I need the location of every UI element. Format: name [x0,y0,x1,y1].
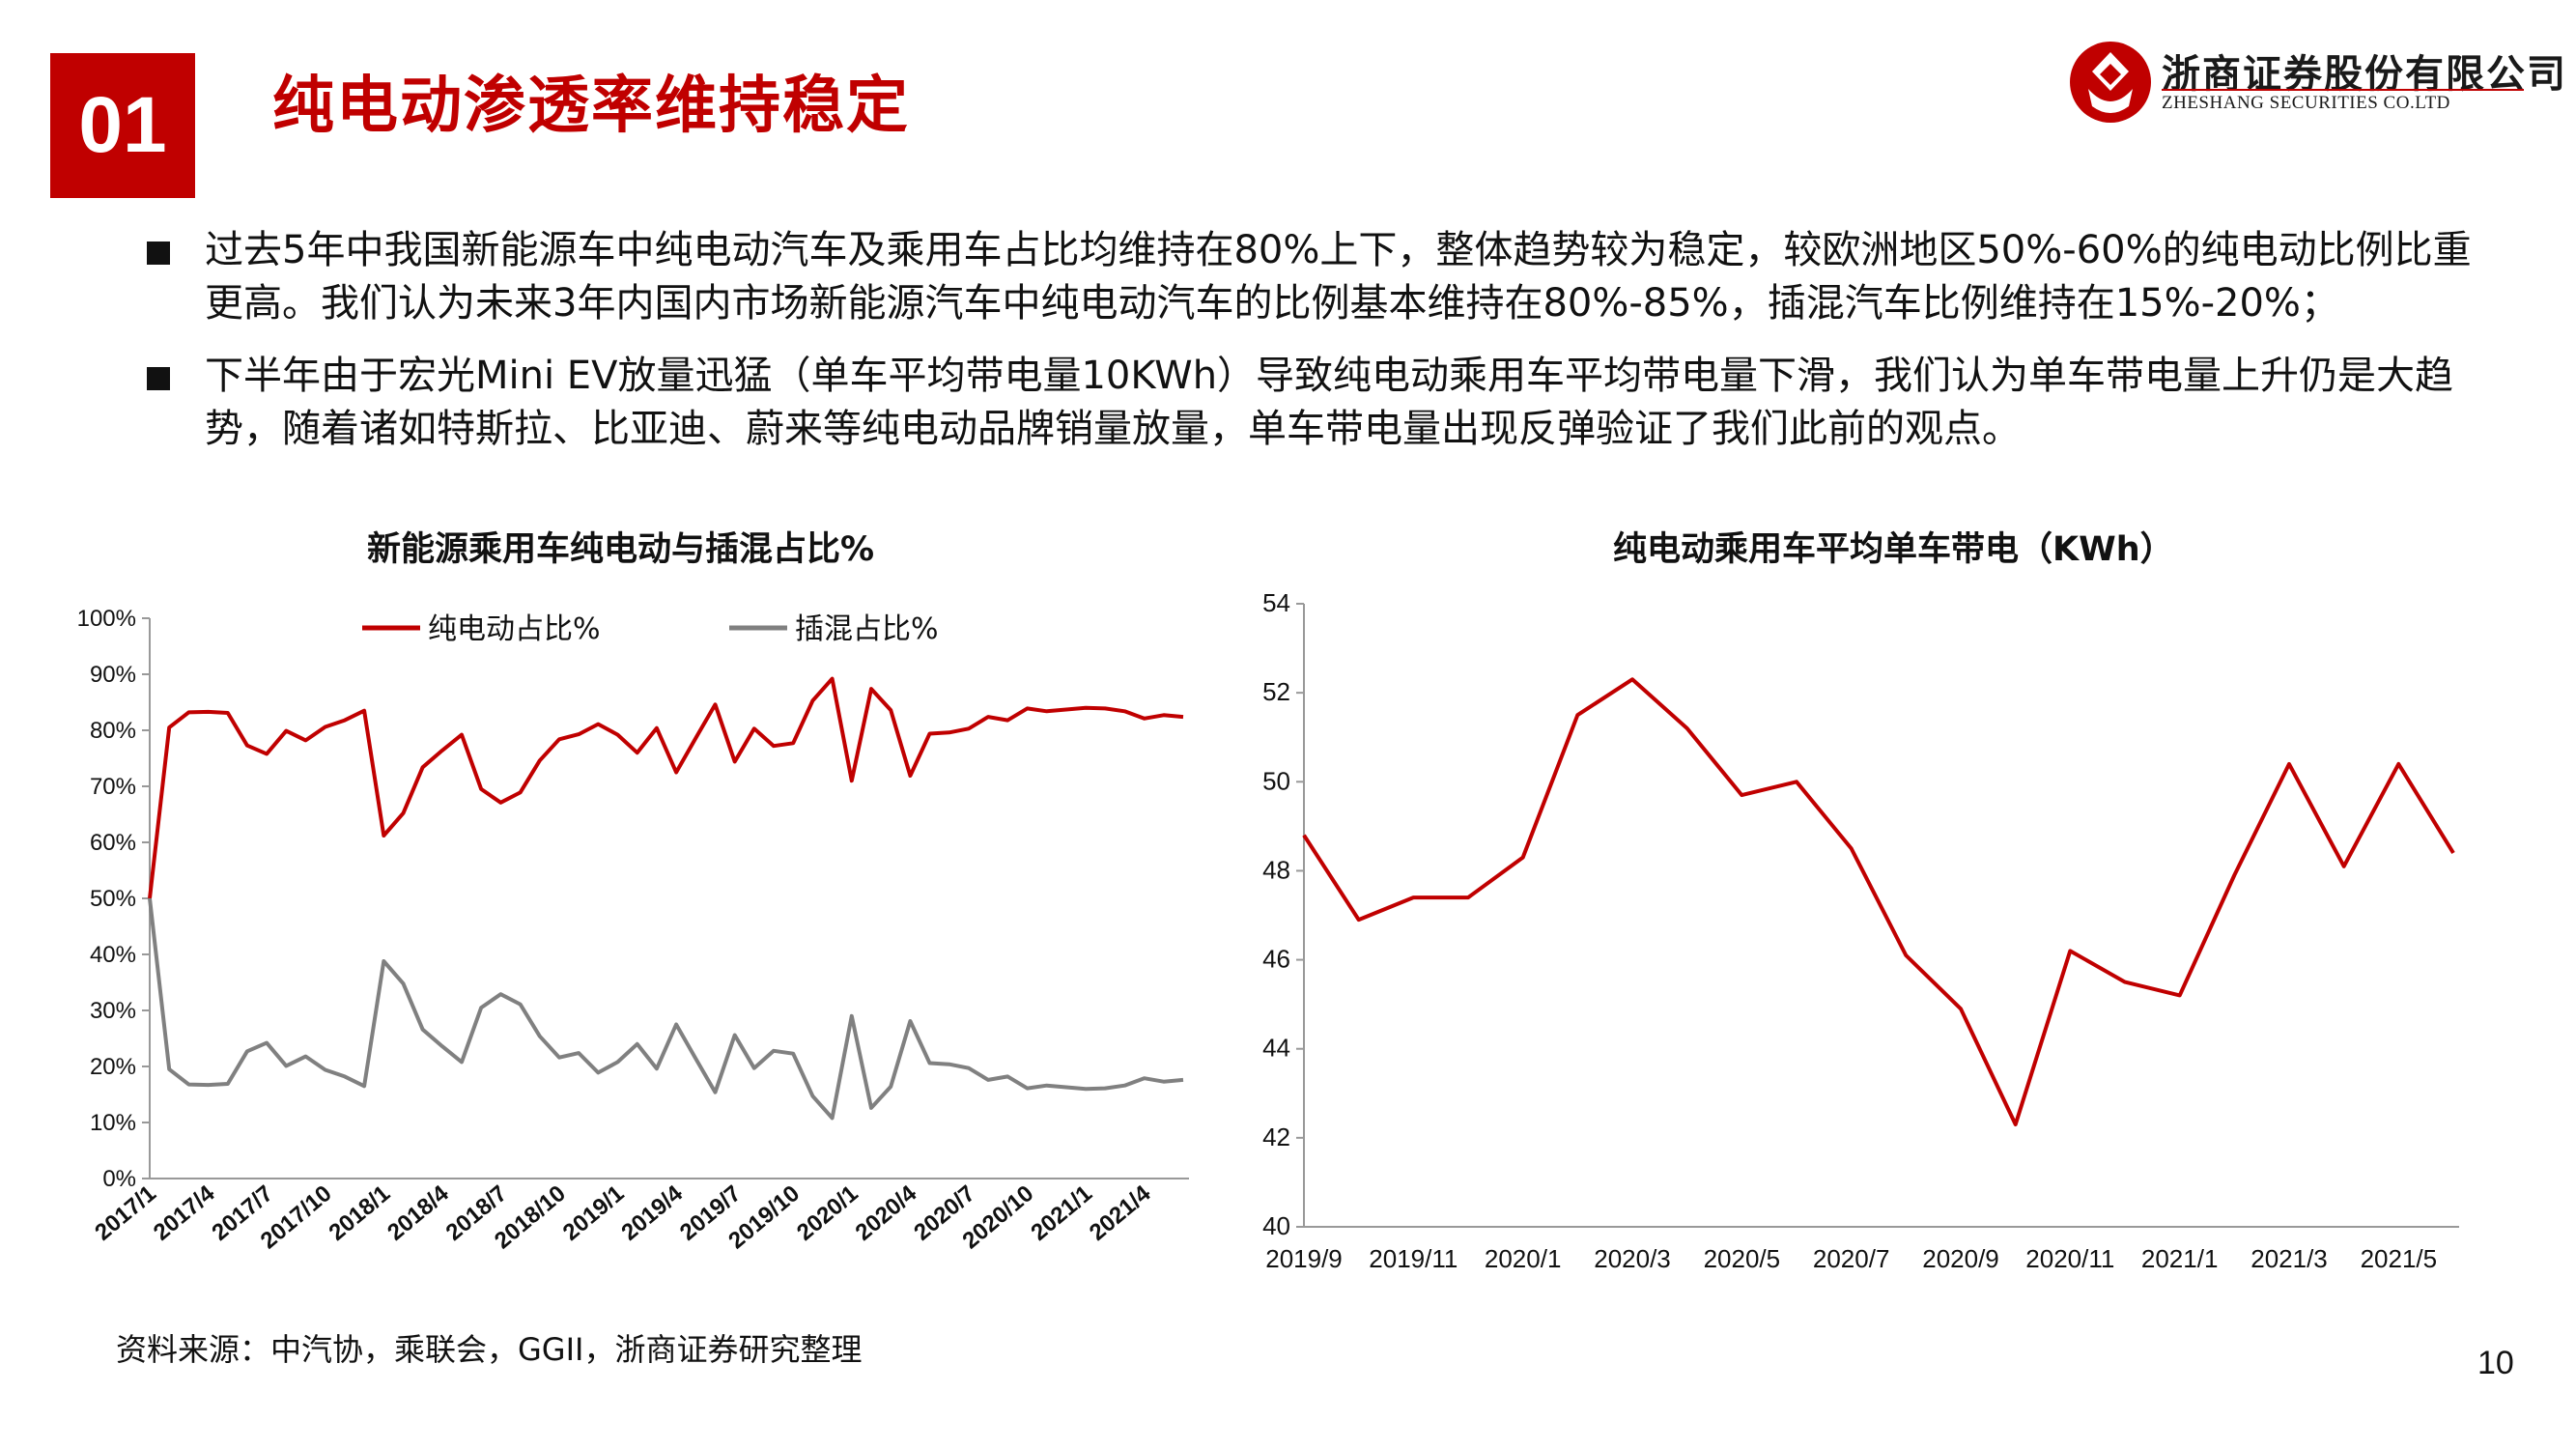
bullet-list: 过去5年中我国新能源车中纯电动汽车及乘用车占比均维持在80%上下，整体趋势较为稳… [145,224,2502,475]
x-tick-label: 2021/5 [2361,1244,2438,1273]
series-line-1 [148,897,1184,1121]
x-tick-label: 2020/1 [1485,1244,1562,1273]
section-number: 01 [78,81,167,169]
y-tick-label: 60% [90,830,136,856]
y-tick-label: 46 [1262,945,1290,974]
y-tick-label: 20% [90,1054,136,1080]
y-tick-label: 52 [1262,677,1290,706]
x-tick-label: 2018/4 [382,1179,454,1245]
company-name-en: ZHESHANG SECURITIES CO.LTD [2162,93,2450,113]
square-bullet-icon [147,367,170,390]
y-tick-label: 90% [90,662,136,688]
bev-phev-share-chart: 0%10%20%30%40%50%60%70%80%90%100%2017/12… [77,606,1189,1254]
y-tick-label: 70% [90,774,136,800]
section-number-badge: 01 [50,53,195,198]
y-tick-label: 42 [1262,1122,1290,1151]
avg-battery-capacity-chart: 40 42 44 46 48 50 52 54 2019/9 2019/11 2020/1 2020/… [1262,588,2459,1273]
x-tick-label: 2019/4 [616,1179,688,1245]
y-tick-label: 40% [90,942,136,968]
company-logo-icon [2070,42,2151,123]
bullet-item: 过去5年中我国新能源车中纯电动汽车及乘用车占比均维持在80%上下，整体趋势较为稳… [145,224,2502,330]
x-tick-label: 2017/4 [149,1179,220,1245]
company-logo: 浙商证券股份有限公司 ZHESHANG SECURITIES CO.LTD [2067,39,2565,126]
x-tick-label: 2018/1 [325,1180,396,1246]
x-tick-label: 2019/9 [1265,1244,1343,1273]
y-tick-label: 54 [1262,588,1290,617]
x-tick-label: 2020/3 [1594,1244,1671,1273]
series-line-0 [148,676,1184,899]
y-tick-label: 10% [90,1110,136,1136]
x-tick-label: 2019/1 [558,1180,630,1246]
source-note: 资料来源：中汽协，乘联会，GGII，浙商证券研究整理 [116,1331,863,1368]
x-tick-label: 2020/1 [792,1180,863,1246]
left-chart-title: 新能源乘用车纯电动与插混占比% [367,530,875,569]
y-tick-label: 50% [90,886,136,912]
y-tick-label: 0% [102,1166,136,1192]
page-title: 纯电动渗透率维持稳定 [272,71,910,142]
x-tick-label: 2021/3 [2250,1244,2328,1273]
y-tick-label: 40 [1262,1211,1290,1240]
bullet-item: 下半年由于宏光Mini EV放量迅猛（单车平均带电量10KWh）导致纯电动乘用车… [145,350,2502,456]
x-tick-label: 2021/4 [1085,1179,1156,1245]
logo-divider [2162,89,2524,91]
y-tick-label: 80% [90,718,136,744]
y-tick-label: 30% [90,998,136,1024]
y-tick-label: 44 [1262,1034,1290,1063]
y-tick-label: 50 [1262,766,1290,795]
x-tick-label: 2021/1 [1026,1180,1097,1246]
x-tick-label: 2021/1 [2141,1244,2219,1273]
bullet-text: 下半年由于宏光Mini EV放量迅猛（单车平均带电量10KWh）导致纯电动乘用车… [205,354,2454,451]
y-tick-label: 48 [1262,855,1290,884]
bullet-text: 过去5年中我国新能源车中纯电动汽车及乘用车占比均维持在80%上下，整体趋势较为稳… [205,228,2472,326]
x-tick-label: 2020/9 [1922,1244,1999,1273]
x-tick-label: 2020/11 [2025,1244,2114,1273]
x-tick-label: 2020/7 [1813,1244,1890,1273]
legend-label-0: 纯电动占比% [428,612,601,646]
legend-label-1: 插混占比% [795,612,939,646]
y-tick-label: 100% [77,606,136,632]
right-chart-title: 纯电动乘用车平均单车带电（KWh） [1613,530,2174,569]
x-tick-label: 2019/11 [1369,1244,1458,1273]
square-bullet-icon [147,242,170,265]
page-number: 10 [2477,1345,2514,1381]
series-line-0 [1302,677,2455,1126]
x-tick-label: 2020/4 [851,1179,922,1245]
x-tick-label: 2020/5 [1704,1244,1781,1273]
